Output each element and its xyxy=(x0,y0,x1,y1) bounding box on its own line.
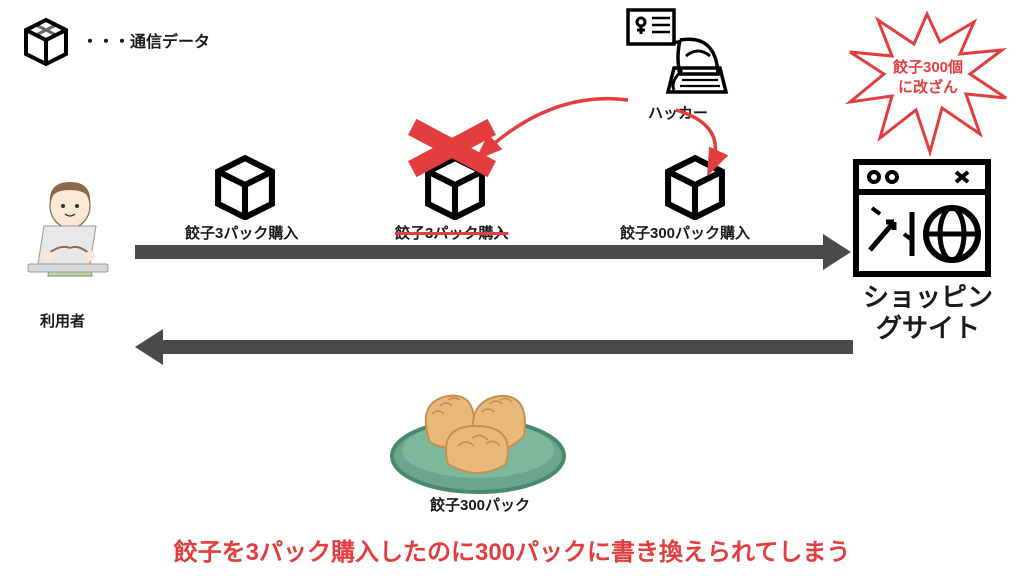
burst-line1: 餃子300個 xyxy=(880,58,976,78)
shop-title-1: ショッピン xyxy=(848,282,1008,313)
packet-2-label: 餃子3パック購入 xyxy=(395,222,508,243)
arrow-left xyxy=(163,340,853,354)
dumplings-label: 餃子300パック xyxy=(430,494,530,515)
arrow-right-head xyxy=(823,234,851,270)
bottom-message: 餃子を3パック購入したのに300パックに書き換えられてしまう xyxy=(0,532,1024,567)
user-label: 利用者 xyxy=(40,310,85,331)
packet-1 xyxy=(210,150,280,225)
user-figure xyxy=(20,176,140,311)
packet-3-label: 餃子300パック購入 xyxy=(620,222,750,243)
arrow-left-head xyxy=(135,329,163,365)
shop-icon xyxy=(852,158,992,283)
packet-1-label: 餃子3パック購入 xyxy=(185,222,298,243)
dumplings xyxy=(378,354,578,509)
arrow-right xyxy=(135,245,825,259)
hacker-arrows xyxy=(430,70,770,210)
shop-title-2: グサイト xyxy=(848,313,1008,344)
legend-text: ・・・通信データ xyxy=(82,28,210,52)
box-icon xyxy=(20,14,72,66)
burst-line2: に改ざん xyxy=(880,78,976,98)
